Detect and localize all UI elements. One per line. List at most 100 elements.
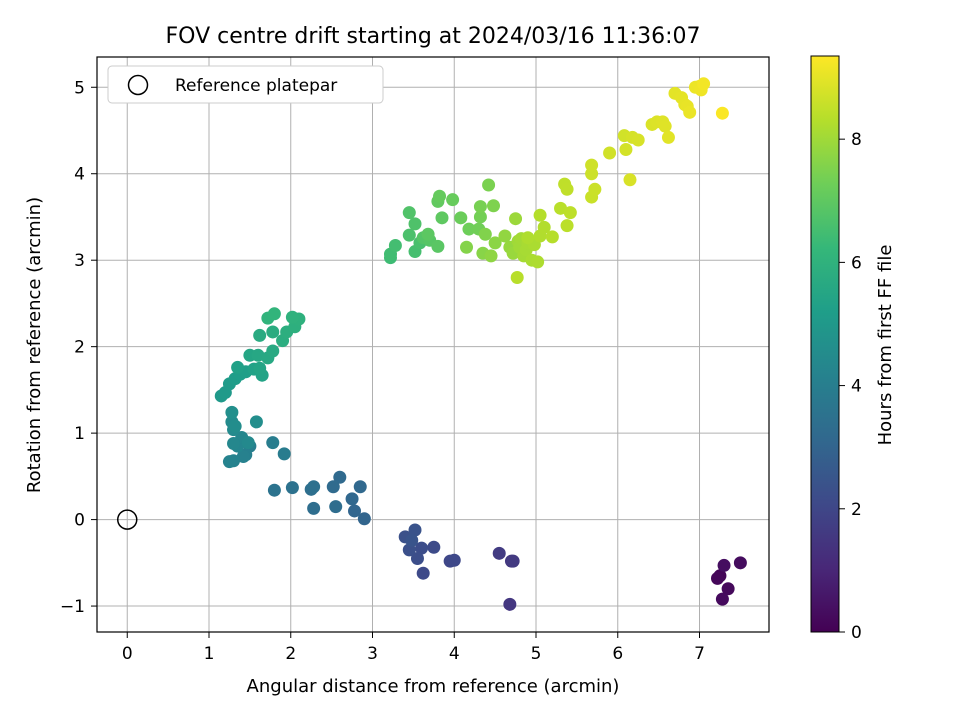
- data-point: [227, 437, 241, 451]
- data-point: [619, 143, 633, 157]
- data-point: [563, 206, 577, 220]
- data-point: [560, 219, 574, 233]
- data-point: [585, 158, 599, 172]
- data-point: [486, 199, 500, 213]
- data-point: [285, 310, 299, 324]
- data-point: [473, 210, 487, 224]
- data-point: [402, 228, 416, 242]
- data-point: [715, 592, 729, 606]
- data-point: [603, 146, 617, 160]
- data-point: [277, 447, 291, 461]
- colorbar-tick-label: 6: [851, 253, 862, 273]
- x-tick-label: 3: [367, 644, 378, 664]
- y-tick-label: −1: [60, 597, 85, 617]
- data-point: [228, 419, 242, 433]
- data-point: [447, 553, 461, 567]
- y-tick-label: 1: [74, 424, 85, 444]
- chart-title: FOV centre drift starting at 2024/03/16 …: [166, 24, 701, 49]
- colorbar: 0 2 4 6 8 Hours from first FF file: [810, 55, 896, 643]
- data-point: [454, 211, 468, 225]
- colorbar-ticks: 0 2 4 6 8: [839, 130, 862, 643]
- data-point: [560, 182, 574, 196]
- data-point: [623, 173, 637, 187]
- data-point: [721, 582, 735, 596]
- data-point: [683, 105, 697, 119]
- data-point: [588, 182, 602, 196]
- data-point: [345, 492, 359, 506]
- x-tick-label: 7: [694, 644, 705, 664]
- data-point: [631, 133, 645, 147]
- data-point: [510, 270, 524, 284]
- data-point: [266, 436, 280, 450]
- data-point: [554, 201, 568, 215]
- data-point: [408, 217, 422, 231]
- data-point: [333, 470, 347, 484]
- colorbar-tick-label: 2: [851, 500, 862, 520]
- data-point: [266, 344, 280, 358]
- colorbar-tick-label: 0: [851, 623, 862, 643]
- data-point: [421, 227, 435, 241]
- grid: [97, 57, 769, 632]
- data-point: [460, 240, 474, 254]
- data-point: [431, 239, 445, 253]
- reference-platepar-marker: [116, 509, 138, 530]
- data-point: [416, 566, 430, 580]
- x-tick-label: 4: [449, 644, 460, 664]
- data-point: [326, 480, 340, 494]
- x-tick-label: 2: [285, 644, 296, 664]
- data-point: [329, 500, 343, 514]
- data-point: [307, 501, 321, 515]
- legend-box: [107, 65, 384, 104]
- data-point: [488, 236, 502, 250]
- x-axis-label: Angular distance from reference (arcmin): [247, 676, 620, 697]
- data-point: [521, 231, 535, 245]
- data-point: [348, 504, 362, 518]
- y-tick-label: 5: [74, 78, 85, 98]
- data-point: [484, 249, 498, 263]
- data-point: [267, 483, 281, 497]
- x-axis-ticks: 0 1 2 3 4 5 6 7: [122, 632, 705, 664]
- data-point: [225, 405, 239, 419]
- data-point: [537, 220, 551, 234]
- data-point: [478, 227, 492, 241]
- data-point: [658, 119, 672, 133]
- data-point: [307, 480, 321, 494]
- y-axis-ticks: −1 0 1 2 3 4 5: [60, 78, 97, 617]
- data-point: [405, 533, 419, 547]
- data-point: [503, 597, 517, 611]
- colorbar-bar: [810, 55, 840, 633]
- legend-marker: [127, 74, 149, 96]
- colorbar-tick-label: 4: [851, 377, 862, 397]
- data-point: [253, 328, 267, 342]
- data-point: [462, 222, 476, 236]
- data-point: [506, 554, 520, 568]
- data-point: [266, 325, 280, 339]
- data-point: [482, 178, 496, 192]
- x-tick-label: 5: [531, 644, 542, 664]
- data-point: [661, 130, 675, 144]
- plot-frame: [96, 56, 770, 633]
- data-point: [222, 455, 236, 469]
- data-point: [533, 208, 547, 222]
- data-point: [357, 512, 371, 526]
- data-point: [446, 193, 460, 207]
- data-point: [267, 307, 281, 321]
- data-point: [435, 211, 449, 225]
- data-point: [733, 556, 747, 570]
- data-point: [415, 541, 429, 555]
- data-point: [231, 360, 245, 374]
- x-tick-label: 1: [204, 644, 215, 664]
- data-point: [697, 77, 711, 91]
- data-point: [531, 255, 545, 269]
- data-point: [427, 540, 441, 554]
- y-tick-label: 2: [74, 338, 85, 358]
- colorbar-label: Hours from first FF file: [875, 245, 896, 446]
- legend-label: Reference platepar: [175, 76, 337, 96]
- data-point: [241, 436, 255, 450]
- data-point: [710, 571, 724, 585]
- data-point: [251, 348, 265, 362]
- legend: Reference platepar: [107, 65, 384, 104]
- data-point: [715, 106, 729, 120]
- data-point: [402, 206, 416, 220]
